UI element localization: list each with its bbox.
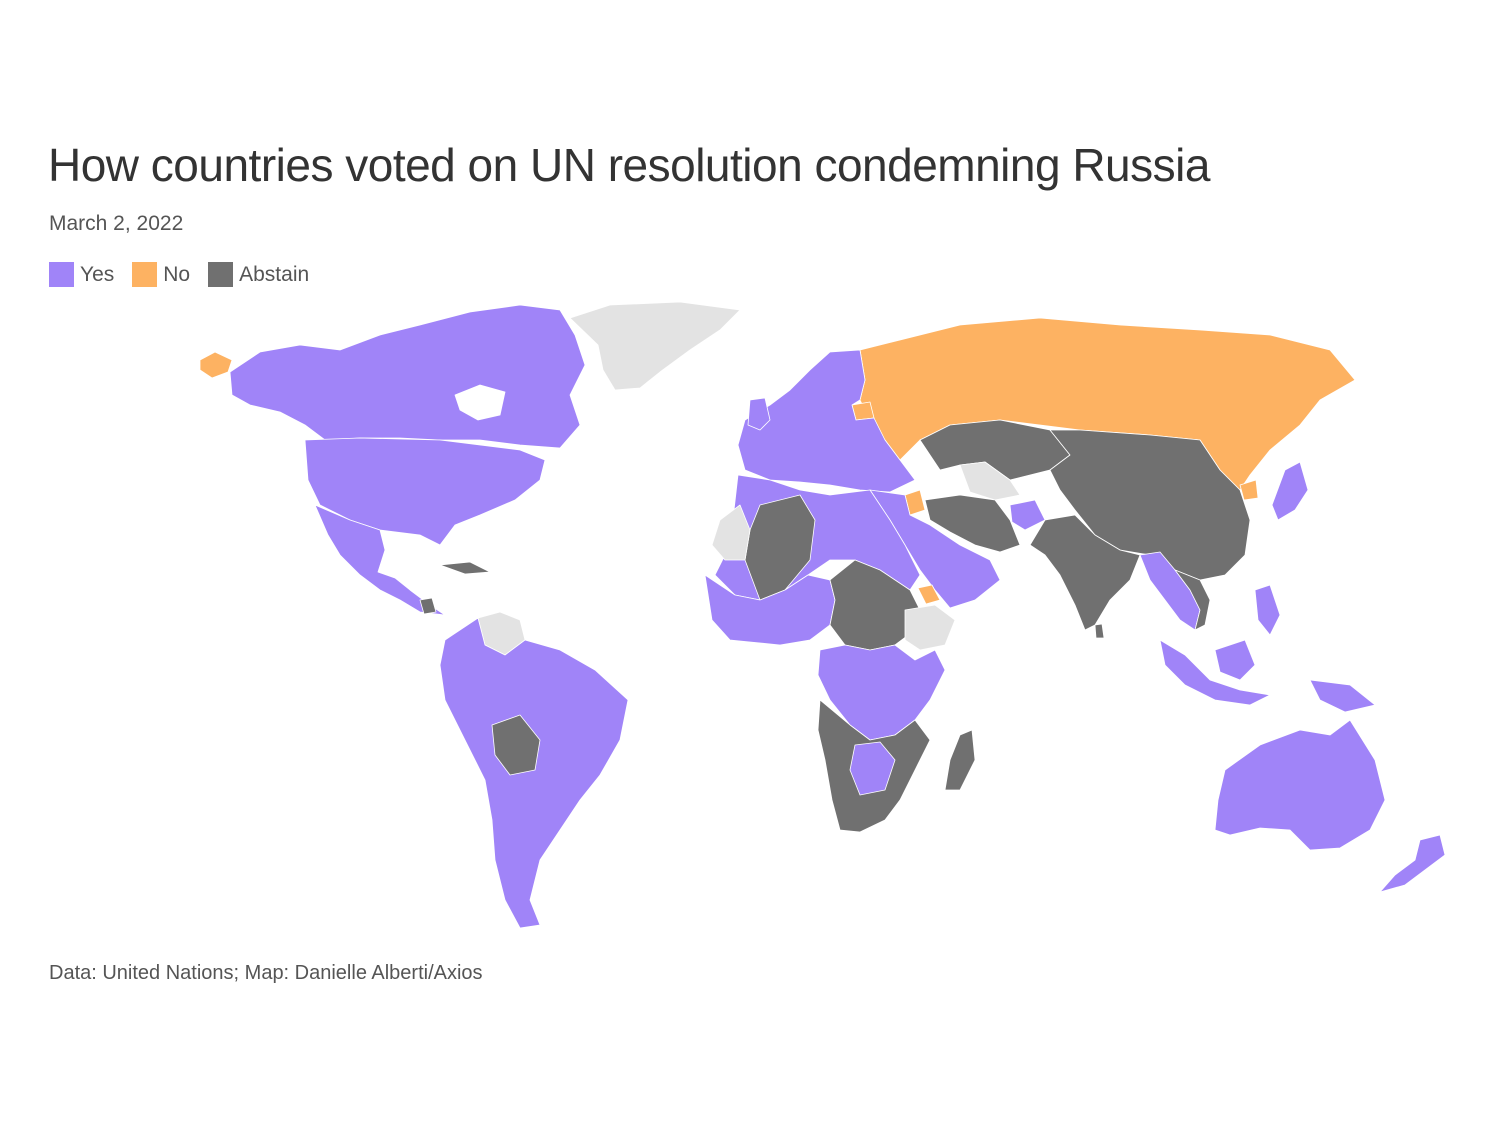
region-united-kingdom (747, 397, 771, 431)
region-central-asia-no-vote (959, 461, 1021, 501)
region-indonesia (1159, 639, 1271, 706)
chart-title: How countries voted on UN resolution con… (48, 139, 1210, 191)
region-united-states (304, 437, 546, 546)
region-new-zealand (1379, 834, 1446, 893)
legend-label-no: No (163, 262, 191, 286)
region-botswana-zambia (849, 741, 896, 796)
region-mexico-central-america (314, 504, 446, 616)
source-note: Data: United Nations; Map: Danielle Albe… (49, 962, 483, 984)
region-north-korea (1239, 479, 1259, 501)
region-south-america (439, 617, 629, 929)
legend-swatch-abstain (208, 262, 234, 287)
legend-item-yes: Yes (49, 262, 114, 287)
region-western-sahara (711, 504, 751, 561)
region-bolivia (491, 714, 541, 776)
legend-label-yes: Yes (80, 262, 115, 286)
region-greenland (569, 301, 741, 391)
chart-date: March 2, 2022 (49, 212, 184, 235)
region-new-guinea (1309, 679, 1376, 713)
legend-item-no: No (132, 262, 190, 287)
region-nicaragua (419, 597, 437, 615)
region-sri-lanka (1094, 623, 1105, 639)
region-hudson-bay (454, 384, 506, 421)
region-borneo (1214, 639, 1256, 681)
legend-label-abstain: Abstain (239, 262, 310, 286)
region-alaska (199, 351, 233, 379)
world-map (199, 301, 1446, 929)
region-vietnam-laos (1174, 569, 1211, 631)
region-ethiopia (904, 604, 956, 651)
region-south-asia (1029, 514, 1141, 631)
region-madagascar (944, 729, 976, 791)
region-europe (737, 349, 916, 493)
region-afghanistan (1009, 499, 1046, 531)
region-eritrea (917, 584, 941, 605)
region-japan (1271, 461, 1309, 521)
region-cuba (439, 561, 491, 575)
region-philippines (1254, 584, 1281, 636)
legend-item-abstain: Abstain (208, 262, 309, 287)
region-central-east-africa (817, 644, 946, 741)
legend-swatch-no (132, 262, 158, 287)
region-australia (1214, 719, 1386, 851)
legend: Yes No Abstain (49, 262, 327, 287)
region-kazakhstan (919, 419, 1071, 481)
legend-swatch-yes (49, 262, 74, 287)
region-canada (229, 304, 586, 449)
region-iran-iraq (924, 494, 1021, 553)
